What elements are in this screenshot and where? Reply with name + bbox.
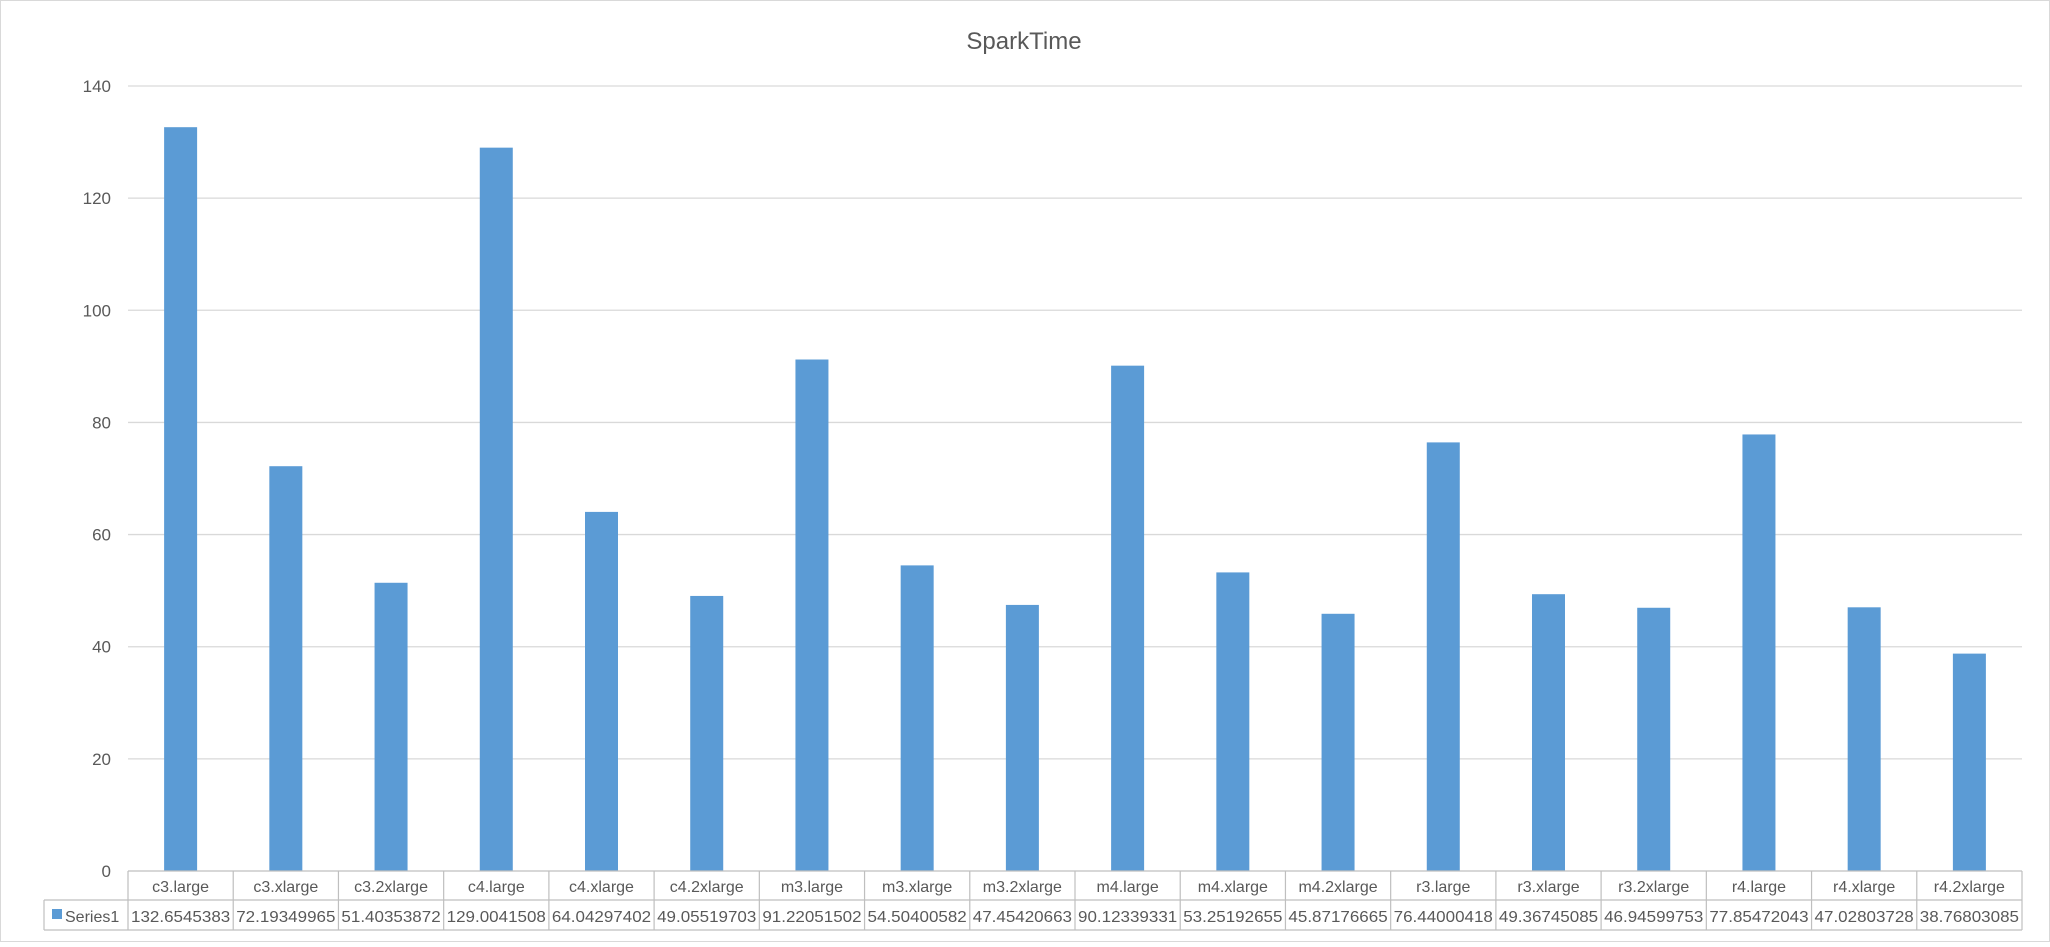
data-table: c3.large 132.6545383 c3.xlarge 72.19349965 c… [43, 870, 2023, 931]
bar [374, 582, 408, 871]
bar [585, 511, 618, 871]
bar [479, 147, 513, 872]
y-tick-label: 120 [83, 189, 111, 208]
gridlines [128, 85, 2022, 760]
category-label: m4.xlarge [1198, 879, 1268, 896]
y-tick-label: 20 [92, 750, 111, 769]
y-tick-label: 140 [83, 77, 111, 96]
data-label: 47.45420663 [973, 909, 1072, 926]
bars [164, 127, 1986, 872]
bar [1005, 604, 1039, 871]
data-label: 77.85472043 [1709, 909, 1808, 926]
category-label: r4.2xlarge [1934, 879, 2005, 896]
data-label: 49.36745085 [1499, 909, 1598, 926]
data-label: 72.19349965 [236, 909, 335, 926]
category-label: c3.xlarge [253, 879, 318, 896]
category-label: m3.xlarge [882, 879, 952, 896]
category-label: c4.large [468, 879, 525, 896]
data-label: 53.25192655 [1183, 909, 1282, 926]
bar [269, 466, 303, 871]
data-label: 76.44000418 [1394, 909, 1493, 926]
data-label: 38.76803085 [1920, 909, 2019, 926]
legend-swatch [52, 909, 62, 919]
category-label: r3.large [1416, 879, 1470, 896]
data-label: 49.05519703 [657, 909, 756, 926]
data-label: 132.6545383 [131, 909, 230, 926]
category-label: r4.large [1732, 879, 1786, 896]
bar [1426, 442, 1460, 871]
bar [1847, 607, 1881, 871]
y-tick-label: 100 [83, 301, 111, 320]
data-label: 129.0041508 [447, 909, 546, 926]
y-tick-label: 60 [92, 526, 111, 545]
category-label: c3.large [152, 879, 209, 896]
category-label: m4.2xlarge [1298, 879, 1377, 896]
bar [1952, 653, 1986, 871]
bar [1216, 572, 1250, 871]
data-label: 91.22051502 [762, 909, 861, 926]
category-label: m3.large [781, 879, 843, 896]
bar [1742, 434, 1776, 871]
data-label: 64.04297402 [552, 909, 651, 926]
category-label: r3.2xlarge [1618, 879, 1689, 896]
legend-entry: Series1 [65, 909, 119, 926]
bar [690, 595, 724, 871]
data-label: 90.12339331 [1078, 909, 1177, 926]
bar [1637, 607, 1671, 871]
data-label: 47.02803728 [1815, 909, 1914, 926]
category-label: r4.xlarge [1833, 879, 1895, 896]
bar [795, 359, 829, 871]
bar [1532, 594, 1565, 871]
bar [164, 127, 198, 871]
category-label: c4.xlarge [569, 879, 634, 896]
bar [1321, 613, 1355, 871]
y-tick-label: 40 [92, 638, 111, 657]
data-label: 51.40353872 [341, 909, 440, 926]
y-axis-ticks: 0 20 40 60 80 100 120 140 [83, 77, 111, 881]
category-label: m4.large [1096, 879, 1158, 896]
bar [900, 565, 934, 871]
category-label: m3.2xlarge [983, 879, 1062, 896]
category-label: r3.xlarge [1517, 879, 1579, 896]
y-tick-label: 80 [92, 413, 111, 432]
y-tick-label: 0 [102, 862, 111, 881]
data-label: 45.87176665 [1288, 909, 1387, 926]
category-label: c4.2xlarge [670, 879, 744, 896]
data-label: 46.94599753 [1604, 909, 1703, 926]
bar [1111, 365, 1145, 871]
data-label: 54.50400582 [868, 909, 967, 926]
chart-title: SparkTime [966, 28, 1081, 55]
category-label: c3.2xlarge [354, 879, 428, 896]
